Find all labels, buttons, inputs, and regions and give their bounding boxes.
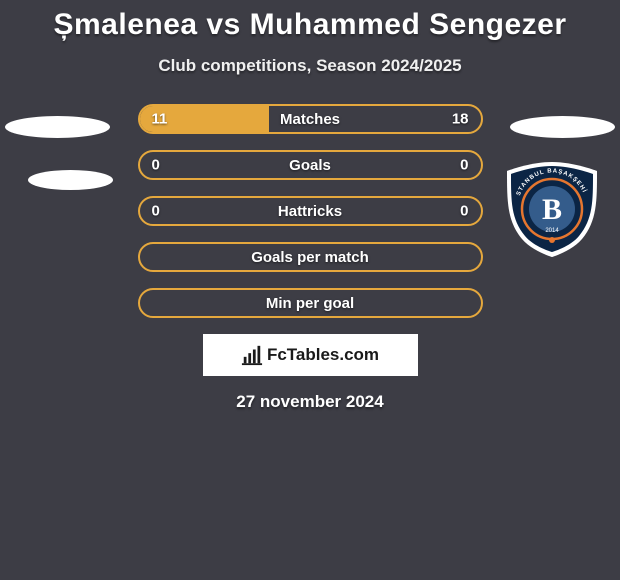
- stat-label: Matches: [140, 111, 481, 128]
- player-left-avatar-placeholder: [5, 116, 110, 138]
- stat-row: 00Hattricks: [138, 196, 483, 226]
- team-badge-initial: B: [542, 193, 562, 226]
- stats-area: ISTANBUL BAŞAKŞEHİR B 2014 1118Matches 00…: [0, 104, 620, 318]
- stat-label: Min per goal: [140, 295, 481, 312]
- stat-row: 1118Matches: [138, 104, 483, 134]
- bar-chart-icon: [241, 344, 263, 366]
- page-title: Șmalenea vs Muhammed Sengezer: [0, 0, 620, 42]
- shield-icon: ISTANBUL BAŞAKŞEHİR B 2014: [502, 159, 602, 259]
- stat-label: Goals: [140, 157, 481, 174]
- team-badge-right: ISTANBUL BAŞAKŞEHİR B 2014: [502, 159, 602, 259]
- stat-row: 00Goals: [138, 150, 483, 180]
- stat-row: Min per goal: [138, 288, 483, 318]
- player-right-avatar-placeholder: [510, 116, 615, 138]
- stat-row: Goals per match: [138, 242, 483, 272]
- brand-text: FcTables.com: [267, 345, 379, 365]
- player-left-flag-placeholder: [28, 170, 113, 190]
- brand-box: FcTables.com: [203, 334, 418, 376]
- page-subtitle: Club competitions, Season 2024/2025: [0, 56, 620, 76]
- team-badge-year: 2014: [545, 228, 559, 234]
- footer-date: 27 november 2024: [0, 392, 620, 412]
- stat-label: Goals per match: [140, 249, 481, 266]
- stat-label: Hattricks: [140, 203, 481, 220]
